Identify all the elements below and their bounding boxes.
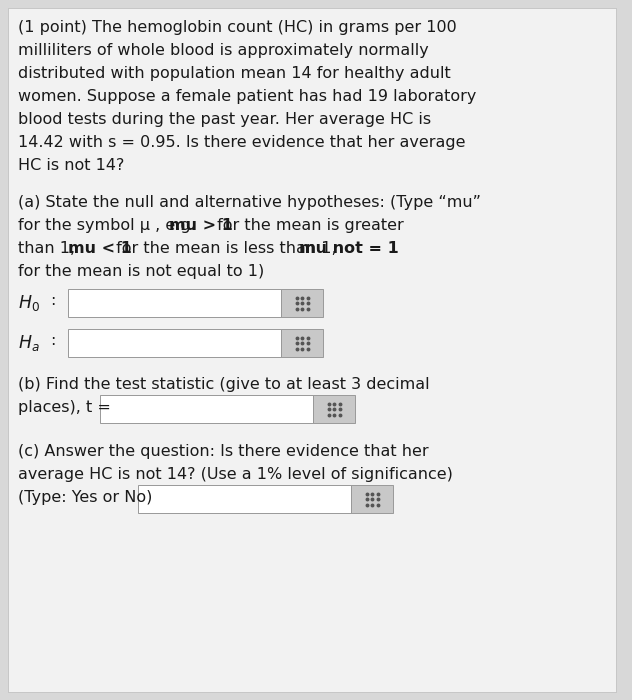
Text: $H_0$: $H_0$ <box>18 293 40 313</box>
Bar <box>313 395 355 423</box>
Text: (c) Answer the question: Is there evidence that her: (c) Answer the question: Is there eviden… <box>18 444 428 459</box>
Bar <box>281 289 323 317</box>
Text: mu not = 1: mu not = 1 <box>299 241 399 256</box>
Text: :: : <box>50 333 56 348</box>
Text: distributed with population mean 14 for healthy adult: distributed with population mean 14 for … <box>18 66 451 81</box>
Bar <box>281 329 323 357</box>
Text: places), t =: places), t = <box>18 400 116 415</box>
Text: :: : <box>50 293 56 308</box>
Bar <box>68 289 281 317</box>
Text: women. Suppose a female patient has had 19 laboratory: women. Suppose a female patient has had … <box>18 89 477 104</box>
Text: milliliters of whole blood is approximately normally: milliliters of whole blood is approximat… <box>18 43 428 58</box>
Text: $H_a$: $H_a$ <box>18 333 40 353</box>
Bar <box>100 395 313 423</box>
Text: for the mean is less than 1,: for the mean is less than 1, <box>111 241 342 256</box>
Text: mu > 1: mu > 1 <box>169 218 233 233</box>
Text: for the symbol μ , e.g.: for the symbol μ , e.g. <box>18 218 201 233</box>
Text: blood tests during the past year. Her average HC is: blood tests during the past year. Her av… <box>18 112 431 127</box>
Bar <box>138 485 351 513</box>
Text: (1 point) The hemoglobin count (HC) in grams per 100: (1 point) The hemoglobin count (HC) in g… <box>18 20 457 35</box>
Bar <box>351 485 393 513</box>
Text: for the mean is greater: for the mean is greater <box>212 218 404 233</box>
Text: HC is not 14?: HC is not 14? <box>18 158 125 173</box>
Text: than 1,: than 1, <box>18 241 80 256</box>
Text: (a) State the null and alternative hypotheses: (Type “mu”: (a) State the null and alternative hypot… <box>18 195 481 210</box>
Text: mu < 1: mu < 1 <box>68 241 132 256</box>
Text: 14.42 with s = 0.95. Is there evidence that her average: 14.42 with s = 0.95. Is there evidence t… <box>18 135 466 150</box>
Text: (b) Find the test statistic (give to at least 3 decimal: (b) Find the test statistic (give to at … <box>18 377 430 392</box>
Text: (Type: Yes or No): (Type: Yes or No) <box>18 490 157 505</box>
Text: for the mean is not equal to 1): for the mean is not equal to 1) <box>18 264 264 279</box>
Bar <box>68 329 281 357</box>
Text: average HC is not 14? (Use a 1% level of significance): average HC is not 14? (Use a 1% level of… <box>18 467 453 482</box>
